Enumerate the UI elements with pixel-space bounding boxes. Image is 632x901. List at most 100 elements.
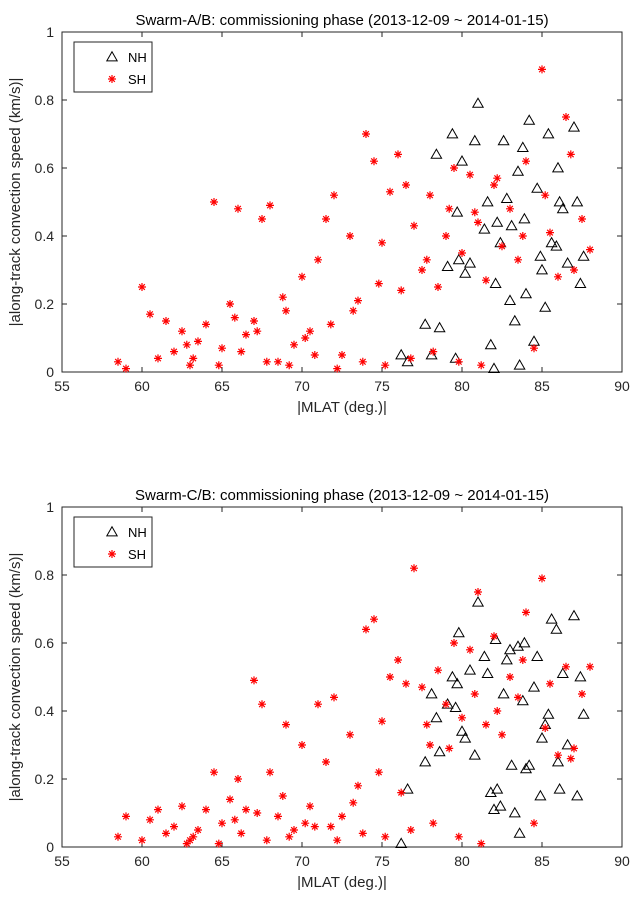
data-point-sh bbox=[262, 357, 271, 366]
data-point-nh bbox=[519, 287, 533, 299]
data-point-sh bbox=[326, 320, 335, 329]
data-point-sh bbox=[186, 361, 194, 370]
data-point-sh bbox=[518, 232, 527, 240]
data-point-nh bbox=[553, 195, 566, 207]
data-point-sh bbox=[278, 792, 287, 800]
data-point-nh bbox=[494, 799, 507, 811]
bottom-panel: 55 60 65 70 75 80 85 90 0 0.2 0.4 0.6 0.8 1 Swarm-C/B:… bbox=[7, 487, 630, 891]
data-point-sh bbox=[322, 215, 330, 223]
data-point-sh bbox=[266, 768, 274, 777]
data-point-nh bbox=[419, 755, 432, 767]
data-point-sh bbox=[470, 690, 479, 698]
data-point-nh bbox=[518, 212, 531, 224]
data-point-sh bbox=[429, 347, 438, 356]
data-point-nh bbox=[489, 277, 502, 288]
data-point-sh bbox=[266, 201, 274, 210]
data-point-sh bbox=[410, 221, 418, 230]
data-point-sh bbox=[522, 157, 530, 166]
data-point-sh bbox=[285, 361, 294, 370]
data-point-sh bbox=[477, 839, 486, 848]
data-point-sh bbox=[346, 730, 354, 739]
data-point-sh bbox=[333, 836, 342, 845]
data-point-sh bbox=[114, 832, 122, 841]
legend-box bbox=[73, 516, 153, 568]
data-point-sh bbox=[374, 768, 383, 777]
data-point-sh bbox=[338, 812, 346, 821]
axes-frame bbox=[61, 506, 623, 848]
data-point-sh bbox=[333, 364, 342, 373]
data-point-sh bbox=[237, 829, 246, 838]
x-tick-label: 70 bbox=[294, 378, 310, 394]
series-nh bbox=[395, 595, 590, 848]
data-point-sh bbox=[442, 232, 450, 240]
y-tick-label: 0.8 bbox=[35, 567, 55, 583]
data-point-nh bbox=[441, 260, 454, 271]
data-point-sh bbox=[578, 215, 586, 223]
data-point-sh bbox=[301, 334, 310, 342]
x-tick-label: 60 bbox=[134, 378, 150, 394]
data-point-sh bbox=[566, 754, 575, 763]
data-point-nh bbox=[481, 195, 494, 207]
data-point-sh bbox=[310, 822, 319, 831]
x-axis-label: |MLAT (deg.)| bbox=[297, 874, 387, 891]
x-tick-label: 70 bbox=[294, 853, 310, 869]
data-point-sh bbox=[182, 340, 191, 349]
data-point-nh bbox=[545, 612, 558, 624]
data-point-sh bbox=[285, 832, 294, 841]
data-point-sh bbox=[402, 679, 410, 688]
data-point-sh bbox=[358, 357, 367, 366]
data-point-nh bbox=[571, 195, 584, 207]
data-point-sh bbox=[298, 272, 306, 281]
data-point-sh bbox=[202, 805, 210, 814]
data-point-sh bbox=[194, 337, 202, 346]
data-point-sh bbox=[406, 826, 415, 834]
data-point-nh bbox=[449, 701, 462, 712]
data-point-nh bbox=[452, 626, 465, 638]
data-point-sh bbox=[189, 354, 198, 363]
data-point-sh bbox=[290, 826, 298, 834]
data-point-sh bbox=[546, 228, 554, 237]
data-point-nh bbox=[561, 738, 574, 750]
data-point-nh bbox=[508, 806, 521, 818]
data-point-sh bbox=[490, 632, 498, 641]
data-point-nh bbox=[542, 708, 555, 719]
data-point-sh bbox=[146, 310, 154, 319]
data-point-sh bbox=[518, 656, 527, 664]
data-point-sh bbox=[498, 242, 506, 251]
data-point-sh bbox=[402, 181, 410, 189]
legend-marker-sh bbox=[108, 550, 116, 558]
data-point-nh bbox=[468, 134, 481, 146]
data-point-sh bbox=[506, 673, 514, 681]
data-point-nh bbox=[574, 670, 587, 682]
data-point-nh bbox=[497, 134, 510, 146]
data-point-sh bbox=[322, 758, 330, 766]
data-point-nh bbox=[505, 759, 518, 770]
x-tick-label: 80 bbox=[454, 853, 470, 869]
data-point-nh bbox=[425, 348, 438, 360]
top-panel: 55 60 65 70 75 80 85 90 0 0.2 0.4 0.6 0.8 1 Swarm-A/B:… bbox=[7, 12, 630, 416]
data-point-sh bbox=[274, 357, 282, 366]
data-point-sh bbox=[381, 361, 390, 370]
data-point-sh bbox=[541, 724, 550, 732]
data-point-sh bbox=[381, 832, 390, 841]
data-point-nh bbox=[535, 731, 549, 743]
data-point-sh bbox=[210, 198, 218, 206]
data-point-sh bbox=[586, 662, 594, 671]
series-sh bbox=[114, 564, 594, 848]
data-point-nh bbox=[401, 782, 414, 794]
data-point-nh bbox=[484, 338, 497, 350]
data-point-sh bbox=[290, 340, 298, 349]
data-point-sh bbox=[498, 730, 506, 739]
data-point-sh bbox=[182, 839, 191, 848]
data-point-sh bbox=[554, 751, 562, 760]
data-point-sh bbox=[530, 344, 538, 353]
data-point-sh bbox=[566, 150, 575, 159]
data-point-sh bbox=[306, 802, 314, 811]
data-point-sh bbox=[138, 836, 146, 845]
data-point-nh bbox=[531, 650, 544, 661]
data-point-sh bbox=[394, 150, 402, 159]
y-tick-label: 0.4 bbox=[35, 228, 55, 244]
data-point-sh bbox=[274, 812, 282, 821]
data-point-nh bbox=[534, 789, 547, 801]
